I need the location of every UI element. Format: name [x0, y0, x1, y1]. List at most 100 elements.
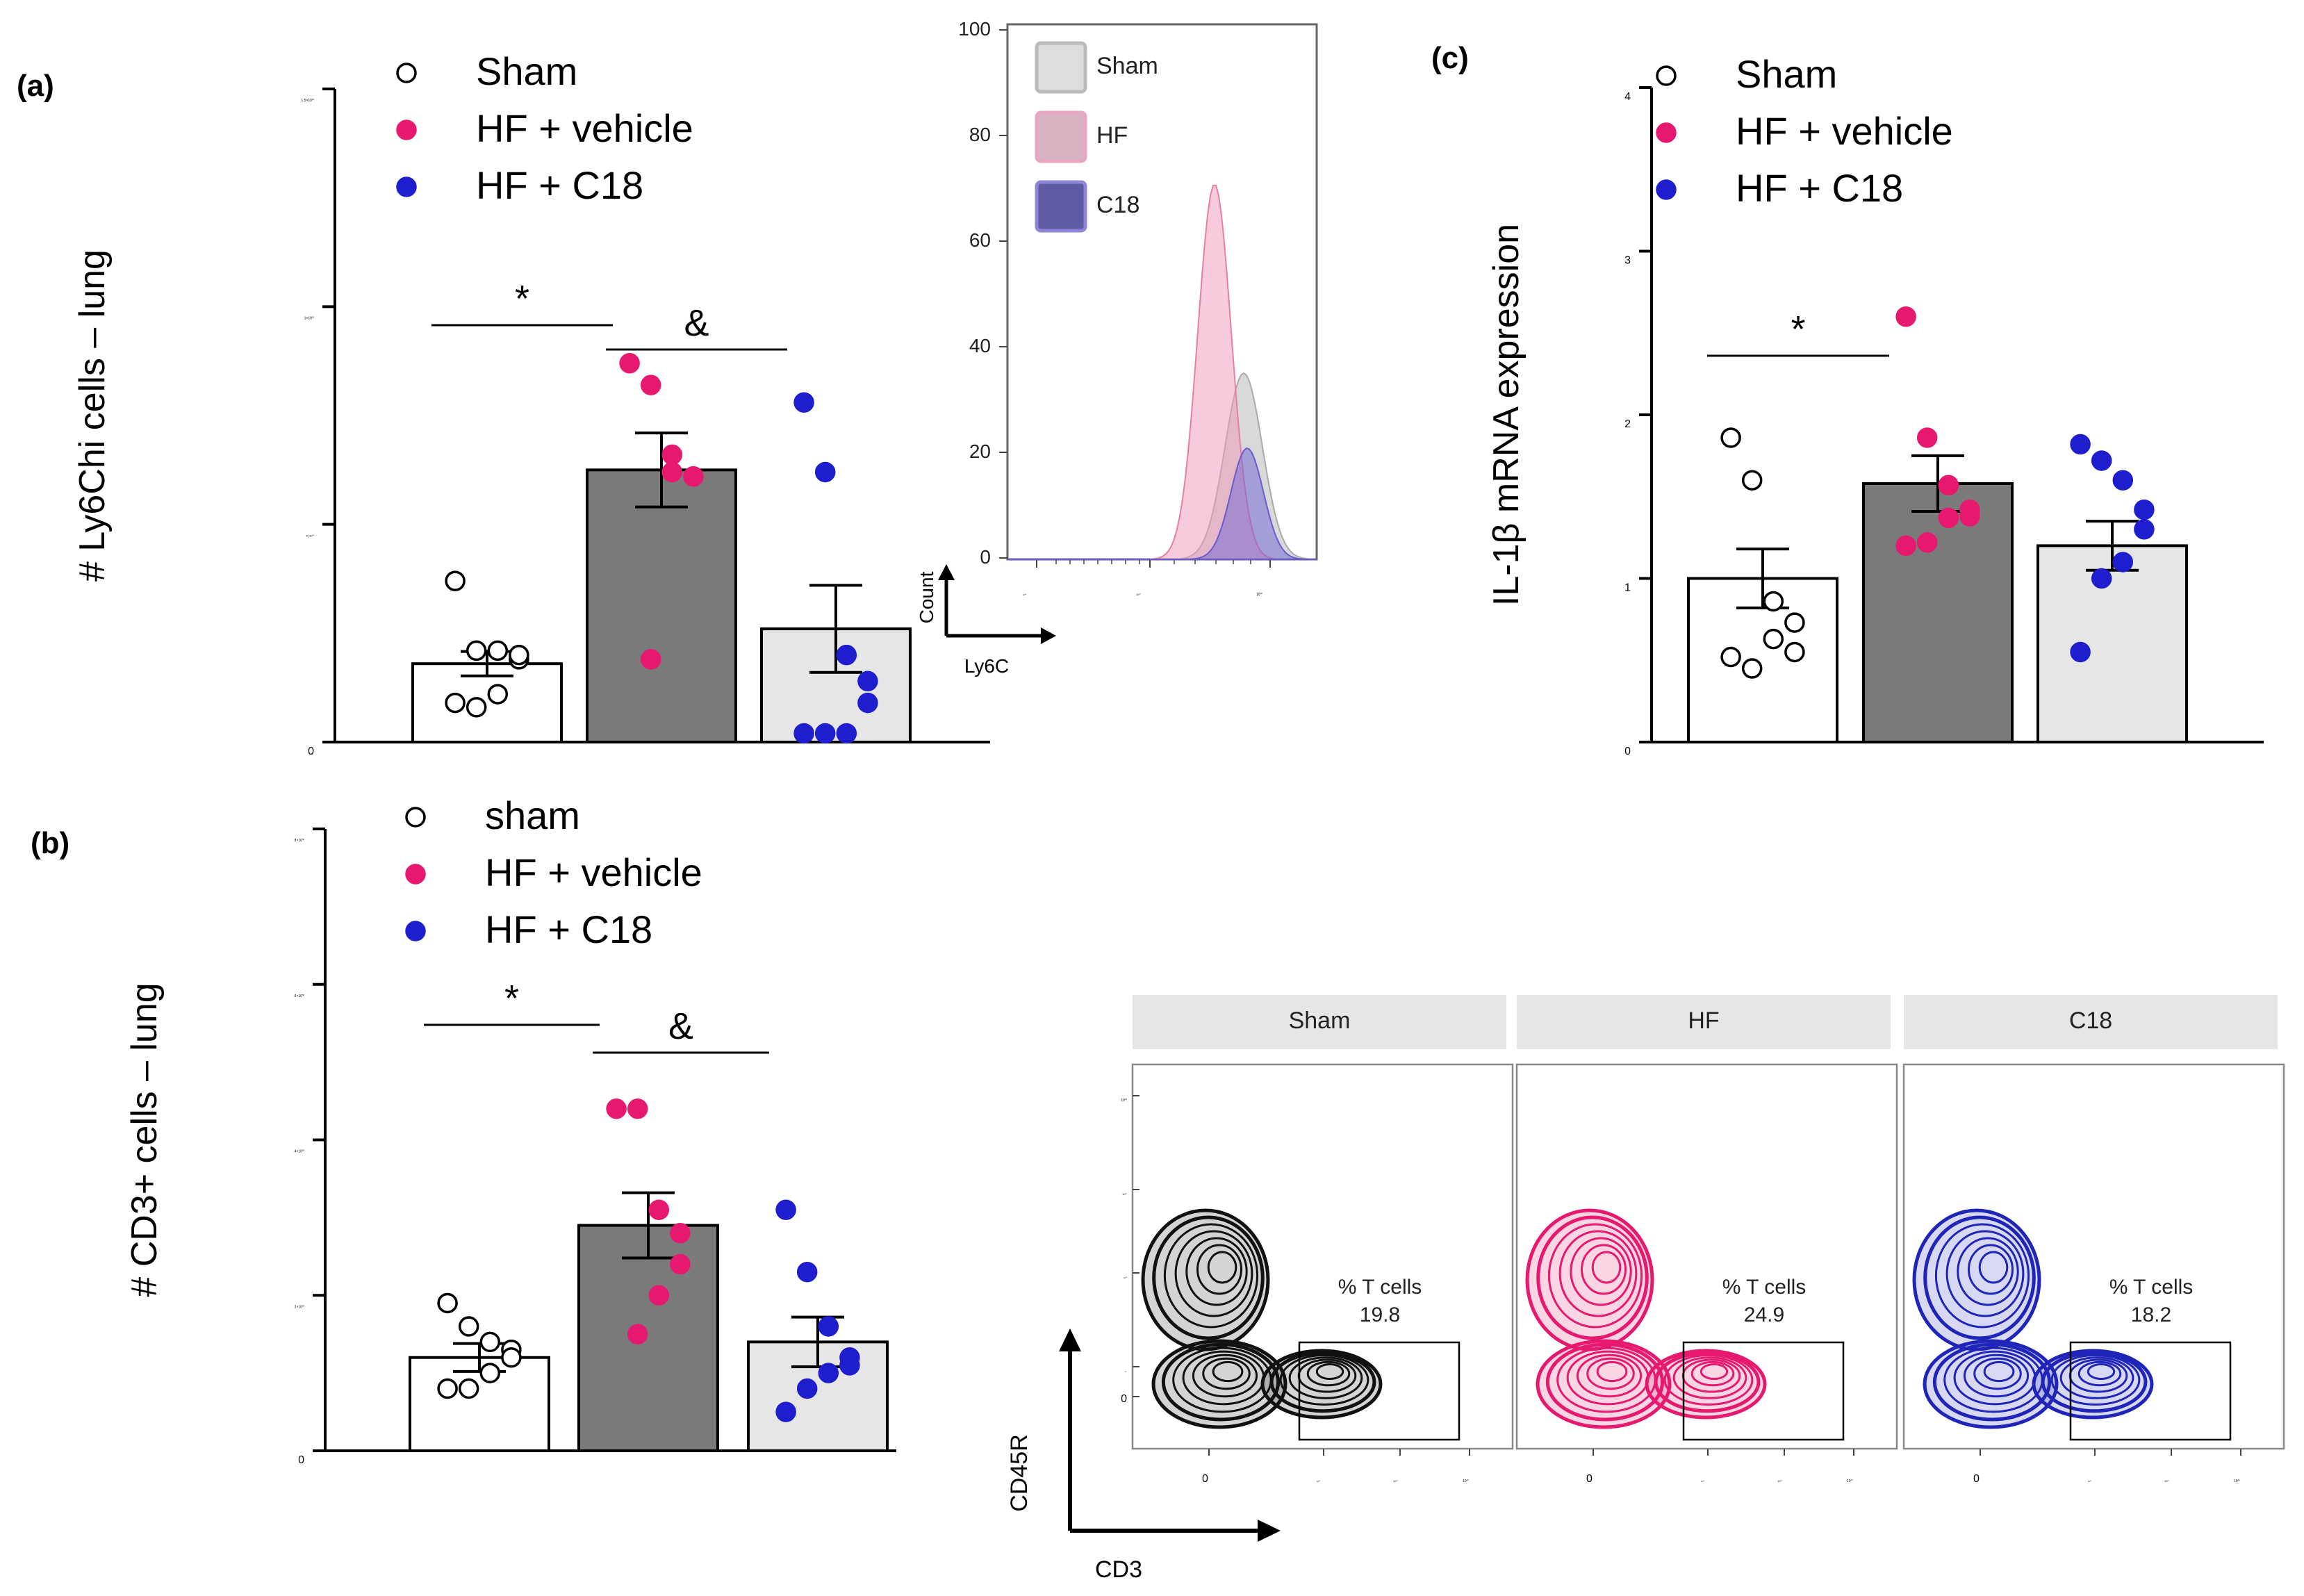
legend-label: HF + C18 — [476, 163, 643, 207]
data-point — [458, 1316, 479, 1337]
contour-ring — [1306, 1360, 1351, 1387]
panel-label-a: (a) — [17, 69, 54, 103]
data-point — [640, 649, 661, 670]
contour-ring — [1690, 1360, 1735, 1387]
data-point — [2112, 470, 2134, 491]
data-point — [1763, 591, 1784, 612]
contour-ring — [1288, 1356, 1363, 1399]
bar-0 — [409, 1356, 550, 1452]
flow-contours — [1525, 1208, 1767, 1429]
legend-marker — [396, 63, 417, 83]
data-point — [836, 644, 857, 666]
contour-ring — [1663, 1354, 1754, 1406]
data-point — [627, 1099, 648, 1119]
data-point — [606, 1099, 627, 1119]
data-point — [814, 461, 836, 483]
hist-legend-label: Sham — [1096, 53, 1158, 79]
data-point — [1763, 628, 1784, 650]
hist-x-tick-label: 1028 — [1256, 592, 1262, 597]
data-point — [1895, 306, 1916, 327]
data-point — [793, 392, 814, 413]
y-tick-label: 350 — [1624, 255, 1631, 267]
legend-marker — [1656, 122, 1677, 143]
flow-x-tick-label: 1022 — [1393, 1479, 1399, 1483]
flow-y-tick-label: 022 — [1121, 1393, 1127, 1405]
bar-1 — [577, 1224, 719, 1452]
hist-x-tick-label: 1028 — [1023, 593, 1026, 596]
contour-ring — [1957, 1237, 2019, 1306]
contour-ring — [1934, 1223, 2030, 1328]
data-point — [814, 723, 836, 744]
data-point — [670, 1223, 691, 1244]
hist-y-tick-label: 20 — [969, 441, 991, 462]
gate-box — [2069, 1341, 2232, 1441]
hist-legend-swatch — [1035, 41, 1087, 94]
flow-x-tick-label: 022 — [1586, 1473, 1593, 1485]
data-point — [445, 692, 466, 714]
hist-y-axis-label: Count — [916, 571, 937, 623]
hist-arrow-y-head — [938, 564, 955, 580]
data-point — [2134, 519, 2155, 540]
flow-y-axis-label: CD45R — [1006, 1434, 1032, 1511]
data-point — [857, 692, 878, 714]
histogram-frame — [1006, 23, 1318, 561]
hist-legend-swatch — [1035, 110, 1087, 163]
data-point — [1741, 658, 1763, 679]
gate-box — [1682, 1341, 1845, 1441]
significance-mark: & — [668, 1005, 693, 1047]
flow-panel-title: Sham — [1289, 1007, 1351, 1034]
y-tick-label: 050 — [308, 746, 314, 757]
hist-y-tick-label: 80 — [969, 124, 991, 145]
contour-ring — [1968, 1244, 2014, 1295]
data-point — [640, 375, 661, 395]
contour-ring — [1536, 1215, 1649, 1340]
hist-legend-label: HF — [1096, 122, 1128, 149]
data-point — [627, 1324, 648, 1344]
contour-ring — [1196, 1244, 1242, 1295]
data-point — [661, 461, 683, 483]
data-point — [437, 1378, 458, 1399]
contour-ring — [1596, 1360, 1628, 1383]
gate-label: % T cells — [2109, 1276, 2194, 1299]
legend-label: HF + vehicle — [476, 106, 693, 150]
y-tick-label: 1.5×1050 — [302, 98, 315, 103]
data-point — [487, 640, 509, 661]
significance-mark: * — [1791, 308, 1805, 350]
flow-panel-title: C18 — [2069, 1007, 2112, 1034]
data-point — [466, 697, 487, 718]
data-point — [648, 1285, 670, 1306]
data-point — [509, 644, 529, 666]
contour-ring — [2077, 1360, 2122, 1387]
y-tick-label: 050 — [1624, 746, 1631, 757]
flow-x-tick-label: 022 — [1202, 1473, 1208, 1485]
data-point — [648, 1199, 670, 1220]
data-point — [1916, 427, 1938, 448]
gate-box — [1298, 1341, 1460, 1441]
ly6c-histogram: 0 20 40 60 80 100 1028 1028 1028 Sham HF C18 Count Ly… — [916, 18, 1318, 677]
flow-y-tick-label: 1022 — [1125, 1371, 1128, 1373]
data-point — [775, 1401, 796, 1422]
data-point — [458, 1378, 479, 1399]
data-point — [1741, 470, 1763, 491]
gate-label: % T cells — [1338, 1276, 1422, 1299]
contour-ring — [2050, 1354, 2141, 1406]
panel-label-b: (b) — [31, 826, 69, 860]
contour-ring — [1932, 1342, 2052, 1422]
flow-x-axis-label: CD3 — [1095, 1556, 1142, 1583]
y-axis-label: # CD3+ cells – lung — [124, 982, 165, 1297]
flow-x-tick-label: 1022 — [1463, 1479, 1469, 1483]
contour-ring — [1315, 1363, 1344, 1381]
data-point — [670, 1253, 691, 1275]
significance-mark: & — [684, 302, 709, 344]
y-tick-label: 8×1050 — [295, 838, 305, 843]
y-tick-label: 1×1050 — [304, 315, 315, 320]
contour-ring — [1163, 1223, 1259, 1328]
contour-ring — [1700, 1363, 1729, 1381]
legend-marker — [1656, 65, 1677, 86]
data-point — [437, 1292, 458, 1314]
contour-ring — [1558, 1230, 1638, 1317]
data-point — [836, 723, 857, 744]
y-tick-label: 050 — [298, 1454, 304, 1466]
contour-ring — [1161, 1342, 1281, 1422]
contour-ring — [1570, 1237, 1632, 1306]
